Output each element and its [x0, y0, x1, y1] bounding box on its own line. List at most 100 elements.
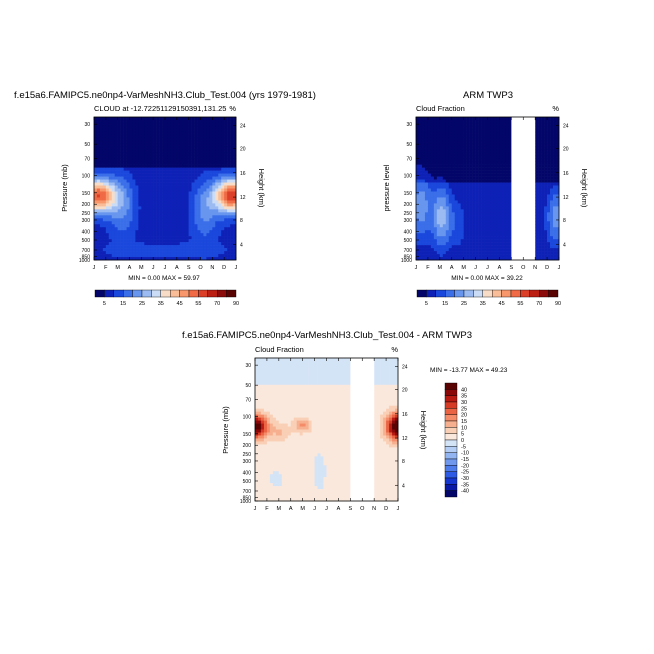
contour-cell: [463, 242, 467, 246]
contour-cell: [185, 152, 189, 157]
contour-cell: [120, 239, 124, 243]
contour-cell: [94, 245, 98, 249]
contour-cell: [508, 119, 512, 124]
contour-cell: [487, 188, 491, 192]
contour-cell: [194, 140, 198, 145]
contour-cell: [499, 230, 503, 234]
contour-cell: [445, 185, 450, 189]
contour-cell: [162, 122, 166, 127]
contour-cell: [508, 131, 512, 136]
contour-cell: [144, 173, 148, 177]
contour-cell: [481, 197, 485, 201]
contour-cell: [275, 363, 280, 368]
contour-cell: [159, 227, 163, 231]
contour-cell: [206, 119, 210, 124]
contour-cell: [179, 164, 184, 168]
contour-cell: [176, 146, 181, 151]
contour-cell: [448, 119, 453, 124]
contour-cell: [472, 131, 476, 136]
contour-cell: [541, 251, 545, 255]
contour-cell: [257, 456, 262, 460]
contour-cell: [469, 230, 473, 234]
y-tick-label: 100: [82, 174, 91, 180]
contour-cell: [481, 146, 485, 151]
contour-cell: [469, 236, 473, 240]
contour-cell: [451, 236, 456, 240]
contour-cell: [96, 197, 101, 201]
contour-cell: [144, 119, 148, 124]
contour-cell: [255, 474, 259, 478]
contour-cell: [117, 251, 121, 255]
contour-cell: [108, 131, 113, 136]
contour-cell: [162, 185, 166, 189]
contour-cell: [284, 417, 289, 421]
colorbar-swatch: [104, 289, 115, 298]
contour-cell: [132, 173, 136, 177]
contour-cell: [481, 125, 485, 130]
contour-cell: [416, 119, 420, 124]
contour-cell: [284, 414, 289, 418]
contour-cell: [535, 197, 539, 201]
contour-cell: [544, 140, 548, 145]
contour-cell: [257, 408, 262, 412]
contour-cell: [484, 233, 488, 237]
contour-cell: [508, 194, 512, 198]
contour-cell: [179, 194, 184, 198]
x-tick-label: N: [533, 265, 537, 271]
contour-cell: [260, 471, 265, 475]
contour-cell: [547, 197, 551, 201]
contour-cell: [556, 117, 560, 121]
contour-cell: [150, 209, 154, 213]
contour-cell: [111, 143, 116, 148]
contour-cell: [224, 206, 228, 210]
contour-cell: [153, 146, 157, 151]
contour-cell: [144, 218, 148, 222]
contour-cell: [111, 176, 116, 180]
contour-cell: [126, 188, 130, 192]
contour-cell: [209, 197, 213, 201]
contour-cell: [436, 182, 441, 186]
contour-cell: [159, 257, 163, 261]
contour-cell: [463, 125, 467, 130]
contour-cell: [102, 134, 107, 139]
contour-cell: [433, 167, 438, 171]
contour-cell: [218, 221, 222, 225]
contour-cell: [275, 447, 280, 451]
contour-cell: [502, 197, 506, 201]
contour-cell: [463, 233, 467, 237]
contour-cell: [194, 155, 198, 160]
contour-cell: [206, 215, 210, 219]
contour-cell: [141, 251, 145, 255]
contour-cell: [94, 236, 98, 240]
contour-cell: [466, 188, 470, 192]
contour-cell: [505, 227, 509, 231]
contour-cell: [99, 215, 104, 219]
contour-cell: [550, 206, 554, 210]
contour-cell: [144, 146, 148, 151]
contour-cell: [165, 221, 169, 225]
y-tick-label: 300: [404, 218, 413, 224]
contour-cell: [206, 194, 210, 198]
contour-cell: [433, 119, 438, 124]
contour-cell: [182, 155, 187, 160]
contour-cell: [141, 221, 145, 225]
contour-cell: [490, 248, 494, 252]
contour-cell: [188, 152, 192, 157]
contour-cell: [260, 402, 265, 406]
contour-cell: [424, 176, 429, 180]
contour-cell: [463, 227, 467, 231]
contour-cell: [138, 158, 142, 162]
contour-cell: [416, 176, 420, 180]
x-tick-label: J: [474, 265, 477, 271]
contour-cell: [433, 143, 438, 148]
contour-cell: [233, 176, 237, 180]
contour-cell: [159, 185, 163, 189]
contour-cell: [203, 185, 207, 189]
contour-cell: [269, 462, 274, 466]
contour-cell: [159, 140, 163, 145]
contour-cell: [138, 233, 142, 237]
contour-cell: [132, 209, 136, 213]
contour-cell: [430, 230, 435, 234]
contour-cell: [197, 188, 201, 192]
contour-cell: [475, 152, 479, 157]
